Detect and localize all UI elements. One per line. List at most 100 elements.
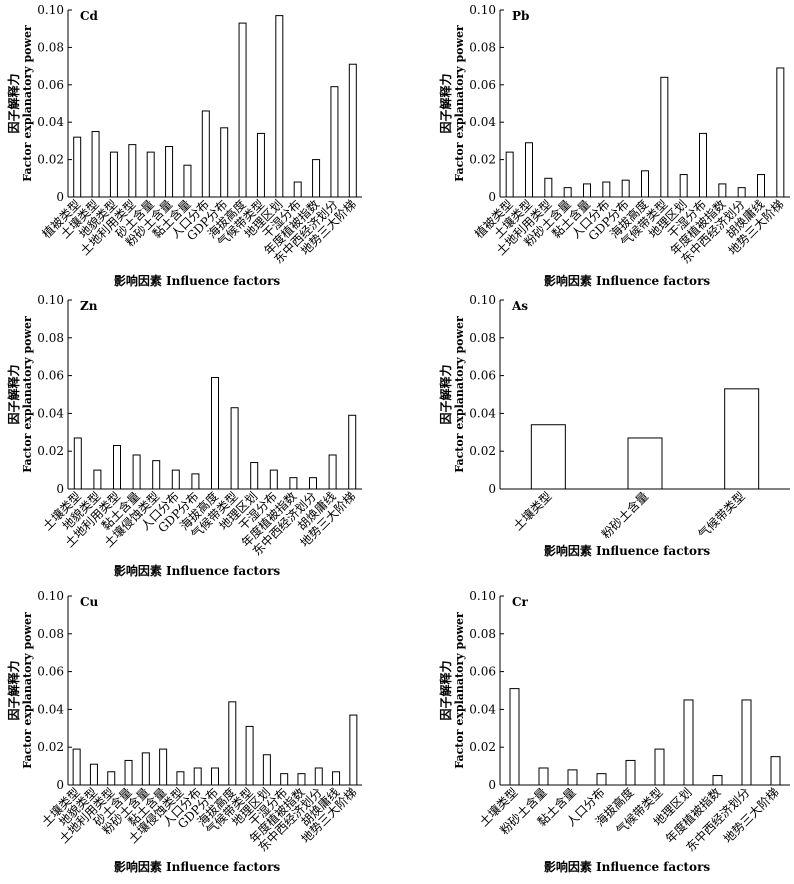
- y-axis-label-en: Factor explanatory power: [453, 316, 466, 473]
- bar: [107, 771, 116, 786]
- y-axis-label-en: Factor explanatory power: [21, 612, 34, 769]
- bar: [699, 132, 707, 198]
- bar: [245, 725, 254, 786]
- x-axis-label: 影响因素 Influence factors: [114, 859, 281, 874]
- y-axis-label-en: Factor explanatory power: [453, 25, 466, 182]
- bar: [525, 142, 533, 198]
- bar: [176, 771, 185, 786]
- bar: [191, 473, 200, 490]
- y-tick-label: 0.10: [469, 589, 496, 603]
- panel-title: Cr: [512, 595, 529, 609]
- bar: [776, 67, 785, 198]
- bar: [91, 131, 100, 198]
- bar: [641, 170, 649, 198]
- bar: [262, 754, 271, 786]
- bar: [330, 86, 339, 198]
- y-tick-label: 0.06: [37, 369, 64, 383]
- panel-title: Zn: [80, 299, 98, 313]
- y-tick-label: 0.08: [469, 331, 496, 345]
- bar: [211, 767, 219, 786]
- bar: [73, 437, 82, 490]
- bar: [293, 181, 302, 198]
- bar: [718, 183, 727, 198]
- bar: [654, 748, 665, 786]
- x-tick-label: 气候带类型: [695, 489, 748, 542]
- bar: [93, 469, 102, 490]
- y-tick-label: 0.08: [469, 40, 496, 54]
- bar: [737, 187, 746, 198]
- x-axis-label: 影响因素 Influence factors: [544, 859, 711, 874]
- y-tick-label: 0.08: [469, 627, 496, 641]
- bar: [220, 127, 229, 198]
- chart-panel-zn: 0 0.02 0.04 0.06 0.08 0.10 Zn 因子解释力 Factor expla…: [6, 293, 362, 578]
- bar: [757, 174, 765, 198]
- bar: [530, 424, 566, 490]
- y-tick-label: 0: [488, 190, 496, 204]
- x-axis-label: 影响因素 Influence factors: [544, 273, 711, 288]
- bar: [109, 151, 118, 198]
- bar: [171, 469, 180, 490]
- bar: [712, 775, 723, 786]
- bar: [332, 771, 341, 786]
- bar: [165, 146, 174, 198]
- y-tick-label: 0: [56, 778, 64, 792]
- bar: [211, 376, 219, 490]
- chart-panel-cr: 0 0.02 0.04 0.06 0.08 0.10 Cr 因子解释力 Factor expla…: [438, 589, 790, 874]
- y-tick-label: 0.02: [37, 740, 64, 754]
- y-tick-label: 0: [56, 482, 64, 496]
- bar: [141, 752, 150, 786]
- bar: [269, 469, 278, 490]
- y-tick-label: 0.10: [37, 293, 64, 307]
- bar: [250, 462, 259, 490]
- y-axis-label-cn: 因子解释力: [438, 364, 453, 424]
- y-tick-label: 0.04: [469, 406, 496, 420]
- y-tick-label: 0.08: [37, 331, 64, 345]
- bar: [544, 177, 553, 198]
- y-tick-label: 0.06: [469, 665, 496, 679]
- y-tick-label: 0: [56, 190, 64, 204]
- bar: [280, 773, 289, 786]
- chart-panel-cu: 0 0.02 0.04 0.06 0.08 0.10 Cu 因子解释力 Factor expla…: [6, 589, 362, 874]
- y-axis-label-cn: 因子解释力: [6, 364, 21, 424]
- bar: [314, 767, 323, 786]
- y-tick-label: 0.06: [469, 369, 496, 383]
- y-axis-label-cn: 因子解释力: [6, 660, 21, 720]
- y-axis-label-en: Factor explanatory power: [453, 612, 466, 769]
- bar: [132, 454, 141, 490]
- y-tick-label: 0.02: [469, 153, 496, 167]
- bar: [73, 136, 82, 198]
- chart-panel-as: 0 0.02 0.04 0.06 0.08 0.10 As 因子解释力 Factor expla…: [438, 293, 790, 558]
- y-tick-label: 0.04: [469, 115, 496, 129]
- chart-panel-cd: 0 0.02 0.04 0.06 0.08 0.10 Cd 因子解释力 Factor expla…: [6, 3, 362, 288]
- y-tick-label: 0.10: [37, 589, 64, 603]
- panel-title: As: [511, 299, 528, 313]
- bar: [563, 187, 572, 198]
- bar: [89, 763, 98, 786]
- bar: [128, 144, 137, 198]
- x-axis-label: 影响因素 Influence factors: [114, 563, 281, 578]
- y-tick-label: 0.04: [469, 702, 496, 716]
- bar: [152, 460, 161, 490]
- y-tick-label: 0: [488, 482, 496, 496]
- bar: [660, 76, 669, 198]
- y-tick-label: 0.10: [37, 3, 64, 17]
- y-tick-label: 0.04: [37, 702, 64, 716]
- bar: [583, 183, 591, 198]
- bar: [238, 22, 247, 198]
- y-axis-label-en: Factor explanatory power: [21, 316, 34, 473]
- y-tick-label: 0.08: [37, 40, 64, 54]
- x-axis-label: 影响因素 Influence factors: [544, 543, 711, 558]
- bar: [602, 181, 611, 198]
- bar: [289, 477, 298, 490]
- bar: [621, 179, 630, 198]
- bar: [348, 63, 357, 198]
- y-tick-label: 0.02: [469, 444, 496, 458]
- bar: [297, 773, 306, 786]
- bar: [627, 437, 663, 490]
- y-tick-label: 0: [488, 778, 496, 792]
- bar: [193, 767, 202, 786]
- panel-title: Cd: [80, 9, 99, 23]
- bar: [228, 701, 237, 786]
- bar: [159, 748, 168, 786]
